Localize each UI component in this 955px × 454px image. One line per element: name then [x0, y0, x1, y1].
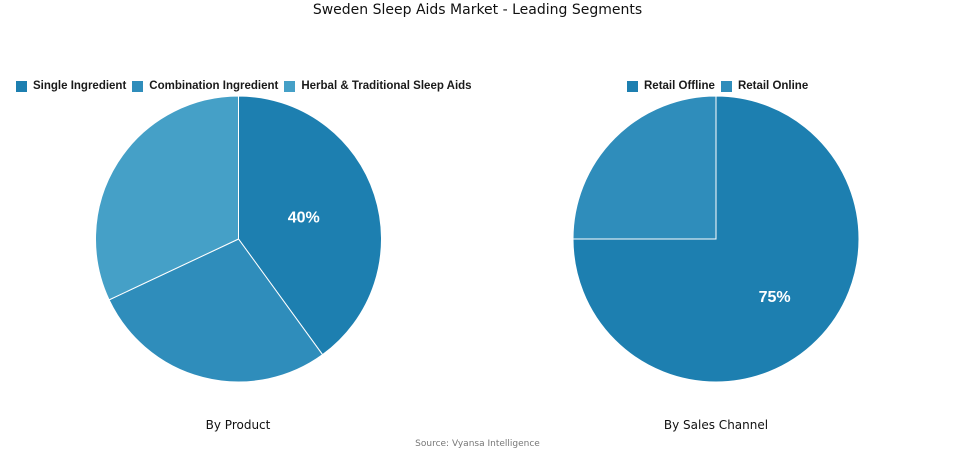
data-label-retail-offline: 75% — [759, 289, 791, 306]
legend-label: Single Ingredient — [33, 80, 127, 92]
legend-swatch — [132, 80, 144, 92]
caption-by-sales-channel: By Sales Channel — [663, 418, 769, 432]
legend-item-herbal-and-traditional-sleep-aids: Herbal & Traditional Sleep Aids — [284, 80, 472, 92]
legend-item-single-ingredient: Single Ingredient — [16, 80, 126, 92]
pie-slice-combination-ingredient — [108, 238, 324, 383]
legend-by-product: Single Ingredient Combination Ingredient H… — [16, 80, 478, 92]
legend-label: Combination Ingredient — [149, 80, 279, 92]
legend-swatch — [720, 80, 732, 92]
caption-by-product: By Product — [205, 418, 271, 432]
legend-item-combination-ingredient: Combination Ingredient — [132, 80, 278, 92]
data-label-single-ingredient: 40% — [288, 209, 320, 226]
legend-label: Retail Offline — [644, 80, 715, 92]
pie-slice-retail-offline — [572, 95, 860, 383]
legend-swatch — [627, 80, 638, 92]
pie-slice-retail-online — [572, 95, 717, 240]
legend-by-sales-channel: Retail Offline Retail Online — [627, 80, 814, 92]
legend-swatch — [16, 80, 27, 92]
legend-swatch — [284, 80, 296, 92]
pie-slice-herbal-and-traditional-sleep-aids — [95, 95, 239, 301]
legend-item-retail-online: Retail Online — [720, 80, 809, 92]
pie-slice-single-ingredient — [238, 95, 382, 356]
legend-item-retail-offline: Retail Offline — [627, 80, 715, 92]
legend-label: Retail Online — [737, 80, 809, 92]
legend-label: Herbal & Traditional Sleep Aids — [301, 80, 472, 92]
source-note: Source: Vyansa Intelligence — [415, 439, 540, 449]
chart-title: Sweden Sleep Aids Market - Leading Segme… — [312, 2, 643, 18]
